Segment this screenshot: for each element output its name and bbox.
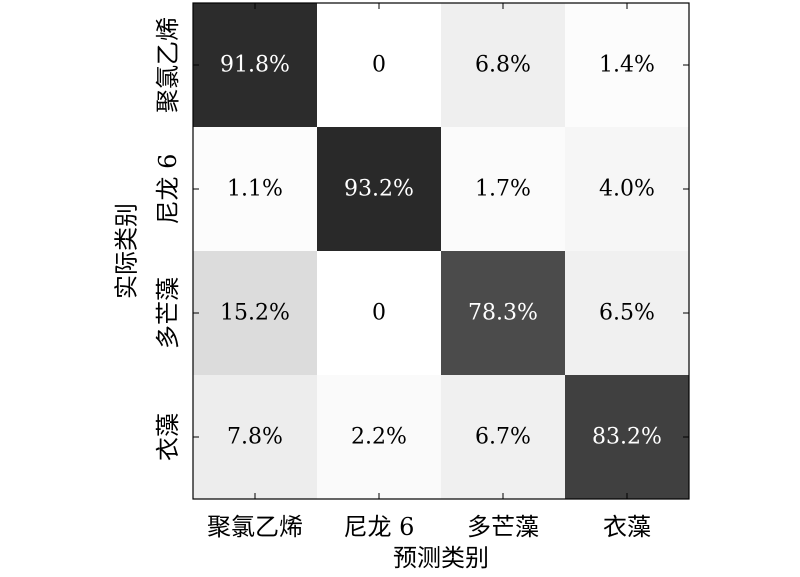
cell-label-r3-c3: 83.2% — [592, 425, 662, 450]
x-tick-label-3: 衣藻 — [603, 513, 651, 541]
cell-label-r0-c0: 91.8% — [220, 53, 290, 78]
plot-frame — [192, 2, 690, 500]
y-axis-label: 实际类别 — [113, 203, 141, 299]
x-tick-label-1: 尼龙 6 — [344, 513, 415, 541]
cell-r3-c1 — [317, 375, 442, 500]
cell-r1-c2 — [441, 127, 566, 252]
cell-label-r0-c3: 1.4% — [599, 53, 655, 78]
axis-ticks — [193, 3, 689, 499]
x-tick-label-2: 多芒藻 — [467, 513, 539, 541]
y-tick-label-0: 聚氯乙烯 — [154, 17, 182, 113]
cell-r1-c0 — [193, 127, 318, 252]
cell-value-labels: 91.8% 0 6.8% 1.4% 1.1% 93.2% 1.7% 4.0% 15.2% 0 78.… — [220, 53, 662, 450]
cell-label-r3-c0: 7.8% — [227, 425, 283, 450]
x-tick-labels: 聚氯乙烯 尼龙 6 多芒藻 衣藻 — [207, 513, 651, 541]
x-tick-label-0: 聚氯乙烯 — [207, 513, 303, 541]
cell-label-r0-c2: 6.8% — [475, 53, 531, 78]
cell-r1-c1 — [317, 127, 442, 252]
cell-r0-c2 — [441, 3, 566, 128]
y-tick-label-1: 尼龙 6 — [154, 154, 182, 225]
cell-label-r1-c2: 1.7% — [475, 177, 531, 202]
cell-r1-c3 — [565, 127, 690, 252]
cell-label-r0-c1: 0 — [372, 53, 386, 78]
cell-r3-c0 — [193, 375, 318, 500]
cell-r2-c0 — [193, 251, 318, 376]
cell-r3-c2 — [441, 375, 566, 500]
cell-r0-c1 — [317, 3, 442, 128]
cell-r0-c0 — [193, 3, 318, 128]
cell-r3-c3 — [565, 375, 690, 500]
heatmap-cells — [193, 3, 690, 500]
cell-label-r2-c3: 6.5% — [599, 301, 655, 326]
cell-label-r2-c2: 78.3% — [468, 301, 538, 326]
cell-r2-c2 — [441, 251, 566, 376]
y-tick-label-3: 衣藻 — [154, 413, 182, 461]
cell-r2-c3 — [565, 251, 690, 376]
y-tick-label-2: 多芒藻 — [154, 277, 182, 349]
cell-r2-c1 — [317, 251, 442, 376]
cell-label-r2-c0: 15.2% — [220, 301, 290, 326]
cell-label-r1-c1: 93.2% — [344, 177, 414, 202]
cell-label-r1-c0: 1.1% — [227, 177, 283, 202]
cell-label-r2-c1: 0 — [372, 301, 386, 326]
cell-label-r3-c2: 6.7% — [475, 425, 531, 450]
cell-label-r3-c1: 2.2% — [351, 425, 407, 450]
cell-label-r1-c3: 4.0% — [599, 177, 655, 202]
x-axis-label: 预测类别 — [393, 544, 489, 572]
cell-r0-c3 — [565, 3, 690, 128]
